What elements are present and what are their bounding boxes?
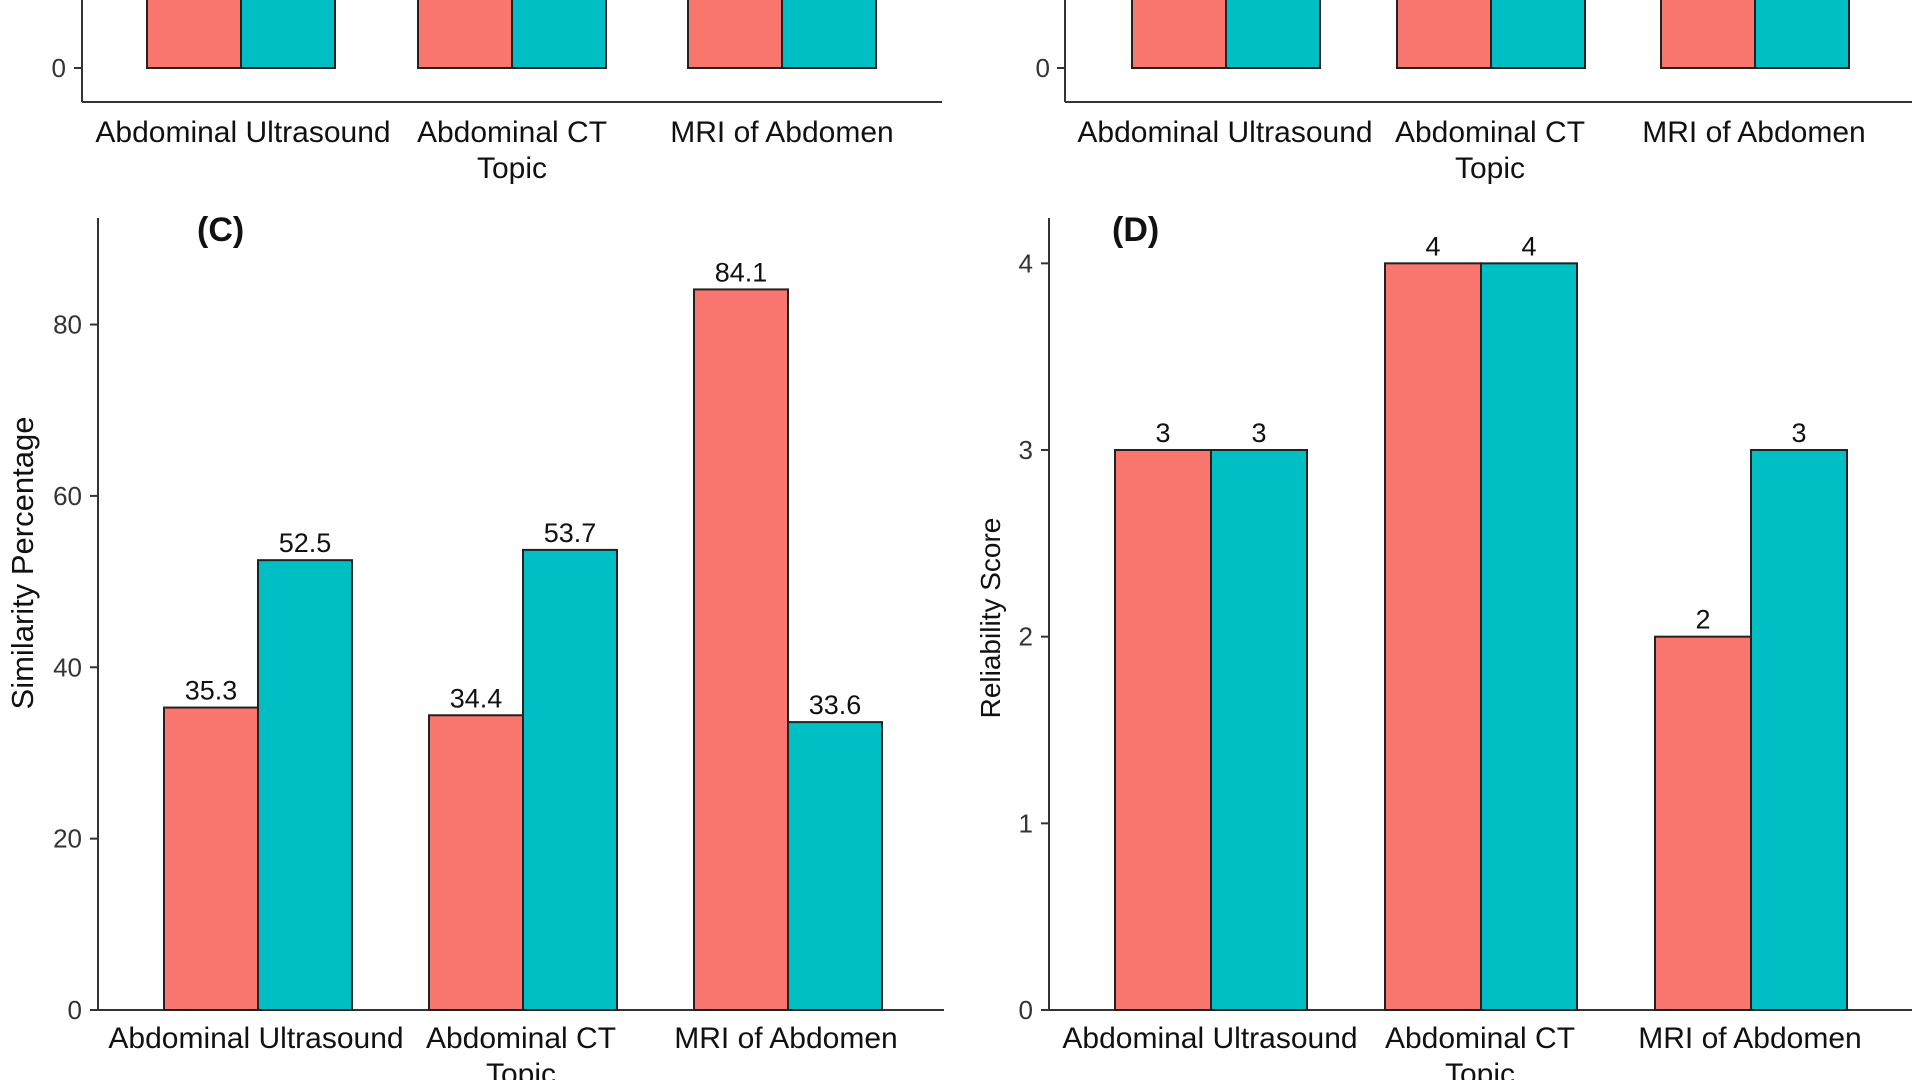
- panel-b-category-label: Abdominal CT: [1395, 116, 1585, 149]
- y-tick-label: 3: [1019, 435, 1033, 465]
- panel-d-y-axis-title: Reliability Score: [975, 518, 1006, 719]
- bar-teal-2: [781, 0, 877, 69]
- bar-value-label: 34.4: [450, 683, 503, 713]
- bar-red-0: [1114, 449, 1212, 1011]
- panel-d-category-label: Abdominal Ultrasound: [1062, 1022, 1357, 1055]
- bar-red-1: [1384, 262, 1482, 1012]
- bar-red-2: [1654, 635, 1752, 1012]
- bar-red-1: [428, 714, 524, 1011]
- bar-value-label: 35.3: [185, 676, 238, 706]
- panel-c-category-label: MRI of Abdomen: [674, 1022, 897, 1055]
- panel-c-x-axis-title: Topic: [486, 1058, 556, 1080]
- panel-b-x-axis-title: Topic: [1455, 152, 1525, 185]
- bar-value-label: 52.5: [279, 528, 332, 558]
- y-tick-label: 80: [53, 310, 82, 340]
- panel-a-x-axis-title: Topic: [477, 152, 547, 185]
- bar-red-0: [146, 0, 242, 69]
- bar-red-1: [1396, 0, 1492, 69]
- panel-a-y-tick-label: 0: [52, 53, 66, 83]
- panel-b-category-label: MRI of Abdomen: [1642, 116, 1865, 149]
- panel-b: 0 Abdominal Ultrasound Abdominal CT MRI …: [1036, 0, 1912, 185]
- panel-d-value-labels: 3 3 4 4 2 3: [1155, 231, 1806, 634]
- panel-a-bars: [146, 0, 877, 69]
- bar-teal-0: [1225, 0, 1321, 69]
- bar-red-2: [687, 0, 783, 69]
- bar-red-1: [417, 0, 513, 69]
- panel-c-value-labels: 35.3 52.5 34.4 53.7 84.1 33.6: [185, 257, 862, 720]
- panel-d-x-axis-title: Topic: [1445, 1058, 1515, 1080]
- bar-value-label: 4: [1425, 231, 1440, 261]
- panel-b-y-tick-label: 0: [1036, 53, 1050, 83]
- panel-c-y-axis-title: Similarity Percentage: [5, 417, 40, 710]
- panel-c-category-label: Abdominal CT: [426, 1022, 616, 1055]
- panel-d: (D) Reliability Score 0 1 2 3 4 3 3 4 4 2 3 Abdom…: [975, 211, 1912, 1080]
- panel-c-label: (C): [197, 211, 244, 249]
- y-tick-label: 60: [53, 481, 82, 511]
- bar-value-label: 3: [1251, 418, 1266, 448]
- y-tick-label: 2: [1019, 622, 1033, 652]
- bar-teal-2: [787, 721, 883, 1011]
- bar-value-label: 2: [1695, 605, 1710, 635]
- bar-teal-1: [511, 0, 607, 69]
- bar-teal-0: [1210, 449, 1308, 1011]
- bar-value-label: 3: [1155, 418, 1170, 448]
- bar-teal-2: [1754, 0, 1850, 69]
- y-tick-label: 0: [1019, 995, 1033, 1025]
- panel-d-label: (D): [1112, 211, 1159, 249]
- bar-red-0: [1131, 0, 1227, 69]
- panel-c-bars: [163, 288, 883, 1012]
- bar-teal-1: [1480, 262, 1578, 1012]
- bar-red-2: [693, 288, 789, 1012]
- panel-c-y-ticks: 0 20 40 60 80: [53, 310, 98, 1025]
- bar-value-label: 84.1: [715, 257, 768, 287]
- panel-d-category-label: Abdominal CT: [1385, 1022, 1575, 1055]
- bar-value-label: 53.7: [544, 518, 597, 548]
- panel-c-category-label: Abdominal Ultrasound: [108, 1022, 403, 1055]
- bar-teal-1: [1490, 0, 1586, 69]
- bar-teal-2: [1750, 449, 1848, 1011]
- bar-value-label: 3: [1791, 418, 1806, 448]
- bar-value-label: 33.6: [809, 690, 862, 720]
- y-tick-label: 20: [53, 824, 82, 854]
- bar-red-0: [163, 706, 259, 1011]
- y-tick-label: 4: [1019, 248, 1033, 278]
- panel-d-bars: [1114, 262, 1848, 1012]
- y-tick-label: 1: [1019, 808, 1033, 838]
- panel-d-y-ticks: 0 1 2 3 4: [1019, 248, 1049, 1025]
- bar-red-2: [1660, 0, 1756, 69]
- panel-a-category-label: Abdominal Ultrasound: [95, 116, 390, 149]
- panel-b-bars: [1131, 0, 1850, 69]
- y-tick-label: 0: [68, 995, 82, 1025]
- panel-c: (C) Similarity Percentage 0 20 40 60 80 35.3…: [5, 211, 944, 1080]
- panel-a: 0 Abdominal Ultrasound Abdominal CT MRI …: [52, 0, 942, 185]
- panel-a-category-label: MRI of Abdomen: [670, 116, 893, 149]
- panel-d-category-label: MRI of Abdomen: [1638, 1022, 1861, 1055]
- y-tick-label: 40: [53, 652, 82, 682]
- bar-teal-0: [257, 559, 353, 1012]
- bar-teal-1: [522, 548, 618, 1011]
- bar-value-label: 4: [1521, 231, 1536, 261]
- panel-a-category-label: Abdominal CT: [417, 116, 607, 149]
- panel-b-category-label: Abdominal Ultrasound: [1077, 116, 1372, 149]
- bar-teal-0: [240, 0, 336, 69]
